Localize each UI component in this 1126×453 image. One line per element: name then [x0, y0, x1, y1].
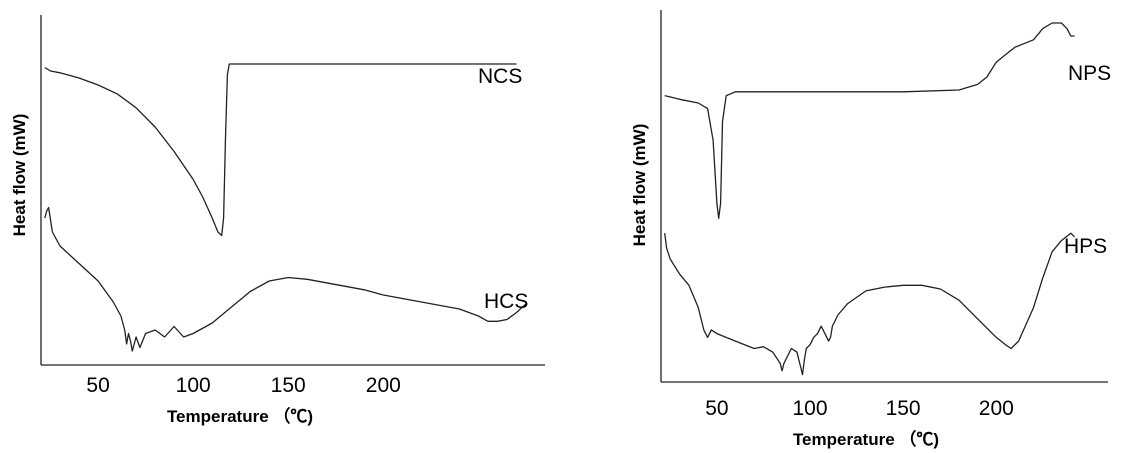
x-tick-label: 150 — [886, 397, 921, 420]
left-panel-x-tick-labels: 50 100 150 200 — [86, 374, 400, 397]
right-panel-x-axis-title: Temperature （℃) — [793, 429, 939, 449]
hcs-curve — [44, 206, 527, 352]
x-tick-label: 50 — [705, 397, 728, 420]
hcs-series-label: HCS — [484, 290, 528, 313]
x-tick-label: 50 — [86, 374, 109, 397]
hps-curve — [664, 232, 1075, 376]
nps-curve — [664, 22, 1075, 219]
x-tick-label: 100 — [792, 397, 827, 420]
left-panel-x-axis-title: Temperature （℃) — [167, 406, 313, 426]
x-tick-label: 150 — [271, 374, 306, 397]
dsc-panel-right: 50 100 150 200 Temperature （℃) Heat flow… — [630, 10, 1111, 449]
ncs-curve — [44, 63, 517, 237]
right-panel-x-tick-labels: 50 100 150 200 — [705, 397, 1014, 420]
dsc-panel-left: 50 100 150 200 Temperature （℃) Heat flow… — [10, 15, 545, 426]
left-panel-y-axis-title: Heat flow (mW) — [10, 114, 29, 237]
x-tick-label: 100 — [176, 374, 211, 397]
nps-series-label: NPS — [1068, 62, 1111, 85]
x-tick-label: 200 — [366, 374, 401, 397]
x-tick-label: 200 — [979, 397, 1014, 420]
hps-series-label: HPS — [1064, 235, 1107, 258]
right-panel-y-axis-title: Heat flow (mW) — [630, 124, 649, 247]
ncs-series-label: NCS — [478, 65, 522, 88]
